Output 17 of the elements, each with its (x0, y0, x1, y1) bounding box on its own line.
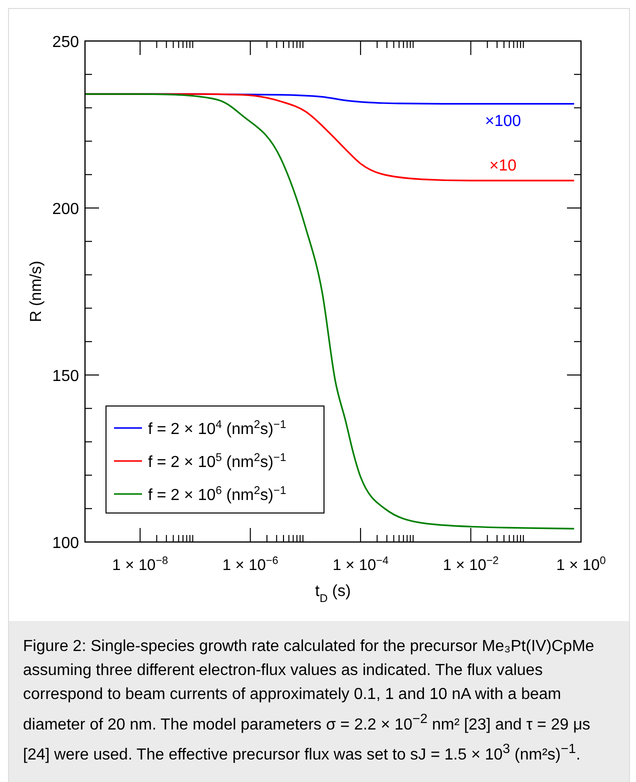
y-axis-title: R (nm/s) (28, 260, 45, 322)
legend-label: f = 2 × 10$^{5}$ (nm$^{2}$s)$^{−1}$ (148, 452, 286, 471)
x-tick-label: 1 × 10$^{−8}$ (112, 555, 168, 574)
x-axis-title: t$_{D}$ (s) (315, 583, 351, 605)
y-tick-label: 250 (52, 34, 80, 51)
x-tick-label: 1 × 10$^{−4}$ (332, 555, 389, 574)
annotation: ×10 (489, 158, 517, 175)
y-tick-label: 100 (52, 535, 80, 552)
x-tick-label: 1 × 10$^{−6}$ (222, 555, 278, 574)
y-tick-label: 150 (52, 368, 80, 385)
annotation: ×100 (484, 112, 522, 130)
x-tick-label: 1 × 10$^{−2}$ (442, 555, 499, 574)
y-tick-label: 200 (52, 201, 80, 218)
legend-label: f = 2 × 10$^{4}$ (nm$^{2}$s)$^{−1}$ (148, 419, 286, 438)
x-tick-label: 1 × 10$^{0}$ (556, 555, 606, 574)
legend-label: f = 2 × 10$^{6}$ (nm$^{2}$s)$^{−1}$ (148, 485, 286, 504)
text: Figure 2: Single-species growth rate calculated for the precursor Me₃Pt(IV)CpMe assuming three different electron-flux values as indicated. The flux values correspond to beam currents of approximately 0.1, 1 and 10 nA with a beam diameter of 20 nm. The model parameters σ = 2.2 × 10$^{−2}$ nm² [23] and τ = 29 μs [24] were used. The effective precursor flux was set to sJ = 1.5 × 10$^{3}$ (nm²s)$^{−1}$. (23, 638, 594, 764)
